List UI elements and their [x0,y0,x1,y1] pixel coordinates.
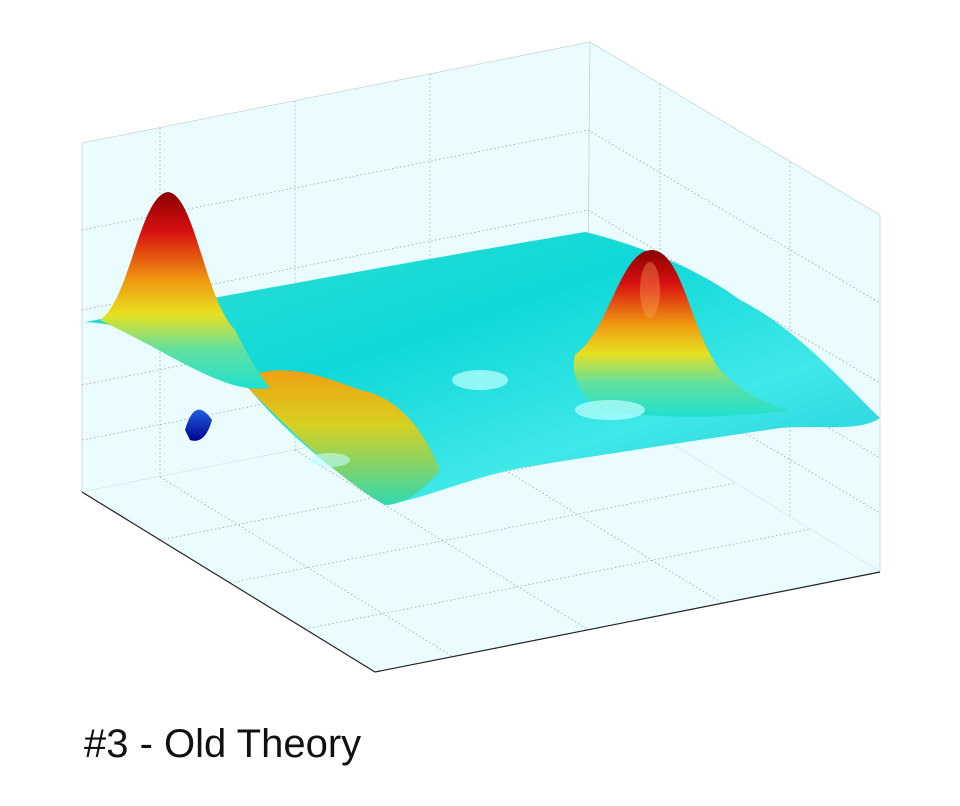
surface [85,192,880,505]
axes-box [81,41,881,673]
caption: #3 - Old Theory [84,722,362,766]
surface-plot [81,41,881,673]
